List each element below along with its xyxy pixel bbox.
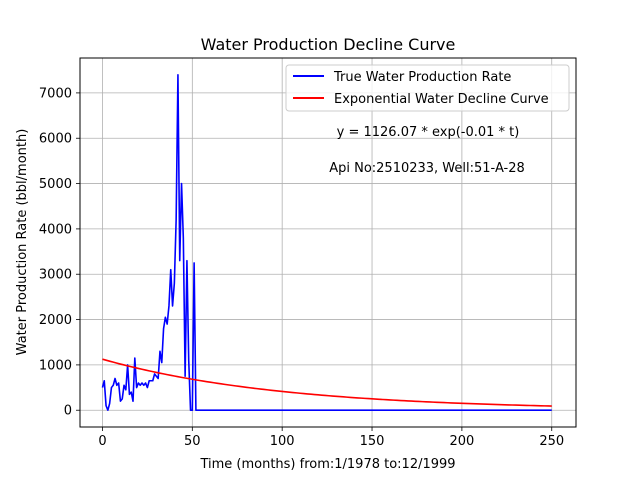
series-layer: [101, 73, 552, 412]
x-tick-label: 200: [449, 434, 474, 449]
x-tick-label: 50: [184, 434, 201, 449]
x-tick-label: 100: [270, 434, 295, 449]
axis-ticks: 0 50 100 150 200 250 0 1000 2000 3000 4000 5000 6000…: [39, 86, 564, 449]
y-tick-label: 7000: [39, 86, 72, 101]
y-tick-label: 2000: [39, 313, 72, 328]
chart-title: Water Production Decline Curve: [201, 35, 456, 54]
x-tick-label: 0: [98, 434, 106, 449]
plot-frame: [79, 57, 577, 428]
legend-label-exponential: Exponential Water Decline Curve: [334, 92, 549, 107]
y-tick-label: 6000: [39, 132, 72, 147]
y-tick-label: 3000: [39, 268, 72, 283]
true-water-rate-line: [101, 73, 552, 412]
legend-box: [285, 64, 570, 112]
well-annotation: Api No:2510233, Well:51-A-28: [329, 161, 525, 176]
x-axis-label: Time (months) from:1/1978 to:12/1999: [199, 457, 455, 472]
legend: True Water Production Rate Exponential W…: [285, 64, 570, 112]
equation-annotation: y = 1126.07 * exp(-0.01 * t): [337, 125, 520, 140]
x-tick-label: 150: [360, 434, 385, 449]
y-tick-label: 4000: [39, 222, 72, 237]
legend-label-true-rate: True Water Production Rate: [333, 70, 511, 85]
y-tick-label: 1000: [39, 358, 72, 373]
y-tick-label: 5000: [39, 177, 72, 192]
x-tick-label: 250: [539, 434, 564, 449]
exponential-decline-line: [102, 358, 552, 407]
y-tick-label: 0: [64, 404, 72, 419]
y-axis-label: Water Production Rate (bbl/month): [15, 129, 30, 356]
